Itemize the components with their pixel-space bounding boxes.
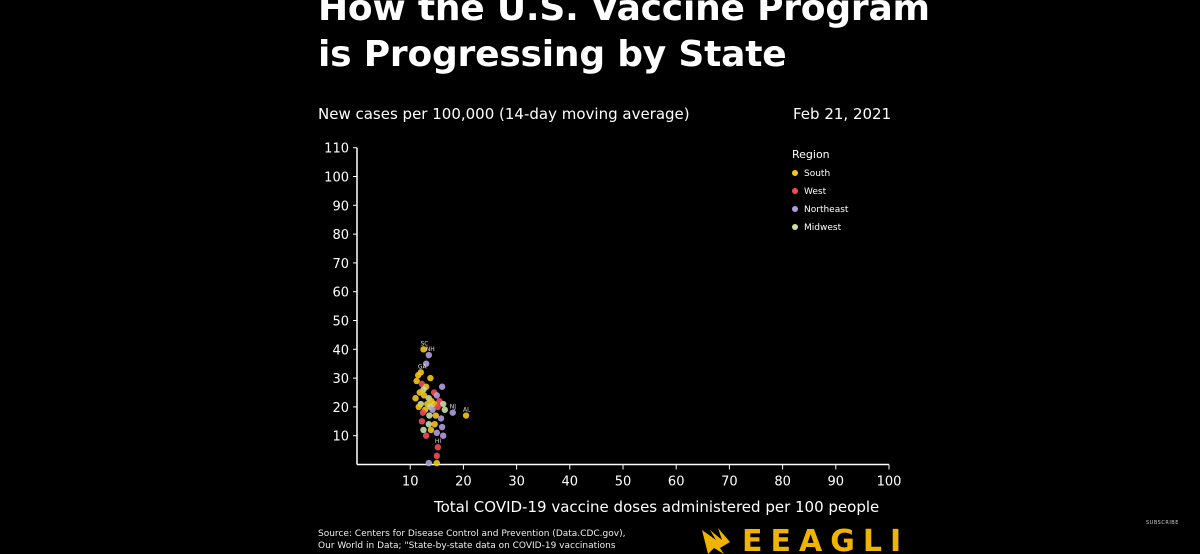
legend-swatch <box>792 224 798 230</box>
y-tick-label: 90 <box>332 199 349 214</box>
x-tick-label: 80 <box>774 475 791 490</box>
data-point <box>419 409 427 416</box>
data-point <box>439 432 447 439</box>
point-label: NJ <box>450 404 456 411</box>
data-point <box>414 372 422 379</box>
data-point <box>412 395 419 402</box>
x-tick-label: 90 <box>828 475 845 490</box>
legend-item: Midwest <box>804 223 842 233</box>
data-point <box>438 383 446 390</box>
point-label: SC <box>421 340 429 347</box>
logo-text: EEAGLI <box>742 526 910 554</box>
data-point <box>429 406 436 413</box>
data-point <box>427 374 434 382</box>
data-point <box>439 400 447 408</box>
source-line-1: Source: Centers for Disease Control and … <box>318 529 626 539</box>
y-tick-label: 100 <box>324 171 349 186</box>
data-point <box>420 426 427 434</box>
data-point <box>438 423 446 431</box>
data-point <box>432 412 439 419</box>
y-tick-label: 60 <box>332 286 349 301</box>
brand-logo: EEAGLI <box>700 526 909 554</box>
y-tick-label: 70 <box>332 257 349 272</box>
legend-swatch <box>792 188 798 194</box>
point-label: GA <box>418 363 428 370</box>
data-point <box>427 426 435 434</box>
data-point <box>433 429 440 437</box>
data-point <box>434 403 442 411</box>
y-tick-label: 30 <box>332 372 349 387</box>
data-point <box>462 412 470 419</box>
x-axis-label: Total COVID-19 vaccine doses administere… <box>434 498 880 516</box>
source-note: Source: Centers for Disease Control and … <box>318 528 625 552</box>
y-tick-label: 80 <box>332 228 349 243</box>
source-line-2: Our World in Data; "State-by-state data … <box>318 541 616 551</box>
y-tick-label: 110 <box>324 142 349 157</box>
data-point <box>441 406 448 413</box>
x-tick-label: 10 <box>402 475 419 490</box>
data-point <box>425 351 433 359</box>
data-point <box>413 377 420 385</box>
data-point <box>433 459 440 467</box>
data-point <box>426 412 433 419</box>
subscribe-watermark[interactable]: SUBSCRIBE <box>1146 520 1179 526</box>
data-point <box>415 403 422 411</box>
point-label: AL <box>463 407 471 414</box>
data-point <box>420 346 427 353</box>
x-tick-label: 100 <box>877 475 902 490</box>
x-tick-label: 20 <box>455 475 472 490</box>
legend-item: South <box>804 169 830 179</box>
y-tick-label: 50 <box>332 315 349 330</box>
data-point <box>422 432 430 439</box>
chart-title-line-1: How the U.S. Vaccine Program <box>318 0 930 29</box>
x-tick-label: 40 <box>562 475 579 490</box>
legend-item: West <box>804 187 827 197</box>
x-tick-label: 70 <box>721 475 738 490</box>
data-point <box>433 452 440 460</box>
x-tick-label: 60 <box>668 475 685 490</box>
legend-swatch <box>792 206 798 212</box>
x-tick-label: 50 <box>615 475 632 490</box>
data-point <box>425 459 433 467</box>
data-point <box>431 420 438 428</box>
data-point <box>434 444 442 451</box>
y-axis-label: New cases per 100,000 (14-day moving ave… <box>318 105 690 123</box>
data-point <box>437 415 445 422</box>
legend-item: Northeast <box>804 205 849 215</box>
data-point <box>449 409 456 416</box>
data-point <box>433 392 440 399</box>
point-label: NH <box>426 346 435 353</box>
data-point <box>418 418 426 425</box>
data-point <box>425 420 433 428</box>
legend-title: Region <box>792 148 830 161</box>
point-label: HI <box>435 438 442 445</box>
y-tick-label: 40 <box>332 343 349 358</box>
x-tick-label: 30 <box>508 475 525 490</box>
eagle-icon <box>702 528 730 554</box>
chart-title-line-2: is Progressing by State <box>318 34 787 75</box>
data-point <box>420 392 428 399</box>
y-tick-label: 10 <box>332 430 349 445</box>
data-point <box>422 360 430 367</box>
chart-title: How the U.S. Vaccine Program is Progress… <box>318 0 938 78</box>
date-label: Feb 21, 2021 <box>793 105 892 123</box>
legend-swatch <box>792 170 798 176</box>
y-tick-label: 20 <box>332 401 349 416</box>
